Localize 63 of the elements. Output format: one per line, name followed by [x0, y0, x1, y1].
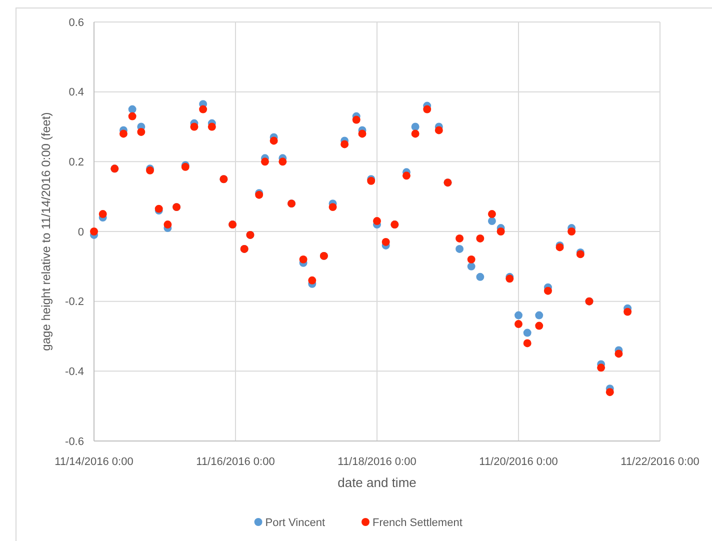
point [90, 228, 98, 236]
point [535, 311, 544, 320]
x-tick-label: 11/16/2016 0:00 [196, 456, 275, 468]
point [199, 105, 208, 114]
point [476, 234, 484, 242]
point [456, 234, 464, 242]
x-tick-label: 11/22/2016 0:00 [620, 456, 700, 468]
y-tick-label: -0.6 [65, 436, 84, 448]
point [137, 128, 146, 136]
point [270, 136, 278, 145]
point [467, 255, 476, 264]
point [523, 328, 532, 337]
point [606, 388, 614, 396]
point [624, 308, 632, 316]
point [523, 339, 532, 348]
y-tick-label: 0.6 [68, 16, 84, 29]
point [128, 105, 136, 114]
point [411, 130, 420, 138]
y-tick-label: -0.2 [65, 296, 84, 308]
point [128, 112, 136, 120]
y-tick-label: 0.4 [68, 86, 84, 99]
point [358, 130, 366, 138]
legend-label: Port Vincent [265, 516, 326, 529]
x-tick-label: 11/18/2016 0:00 [338, 456, 416, 468]
point [488, 210, 496, 218]
x-tick-label: 11/14/2016 0:00 [54, 456, 134, 468]
point [456, 244, 464, 253]
point [434, 126, 443, 134]
point [568, 228, 576, 236]
point [496, 228, 505, 236]
point [488, 217, 496, 226]
point [164, 220, 172, 228]
point [340, 140, 349, 148]
point [299, 255, 308, 264]
point [467, 262, 476, 270]
point [98, 210, 107, 218]
legend-label: French Settlement [372, 516, 462, 529]
y-tick-label: 0.2 [68, 156, 84, 169]
point [614, 350, 623, 358]
y-tick-label: 0 [78, 226, 84, 238]
point [308, 276, 316, 284]
point [544, 286, 552, 295]
point [382, 238, 390, 246]
point [119, 130, 128, 138]
point [514, 320, 522, 328]
point [352, 116, 360, 124]
point [208, 122, 216, 131]
point [476, 272, 484, 281]
x-axis-title: date and time [338, 475, 416, 490]
x-tick-label: 11/20/2016 0:00 [479, 456, 558, 468]
point [411, 122, 420, 131]
point [597, 364, 606, 372]
point [535, 322, 544, 330]
y-axis-title: gage height relative to 11/14/2016 0:00 (feet) [39, 112, 53, 351]
point [328, 203, 337, 212]
point [423, 105, 432, 114]
point [514, 311, 522, 320]
point [278, 158, 287, 166]
point [190, 122, 198, 131]
y-tick-label: -0.4 [65, 366, 84, 378]
point [260, 158, 269, 166]
point [402, 172, 410, 180]
point [373, 217, 381, 226]
